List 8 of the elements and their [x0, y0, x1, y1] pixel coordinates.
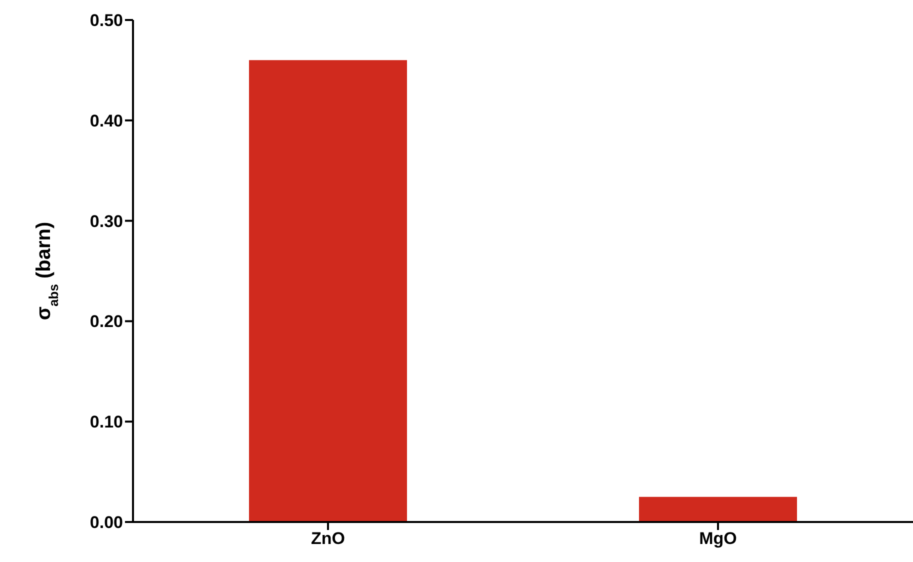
y-tick-label: 0.10 — [90, 412, 123, 432]
y-tick-label: 0.50 — [90, 11, 123, 30]
y-tick-label: 0.40 — [90, 111, 123, 130]
x-tick-label: ZnO — [311, 529, 345, 548]
y-tick-label: 0.20 — [90, 312, 123, 332]
y-tick-label: 0.30 — [90, 212, 123, 231]
x-tick-label: MgO — [699, 529, 737, 548]
y-tick-label: 0.00 — [90, 513, 123, 532]
